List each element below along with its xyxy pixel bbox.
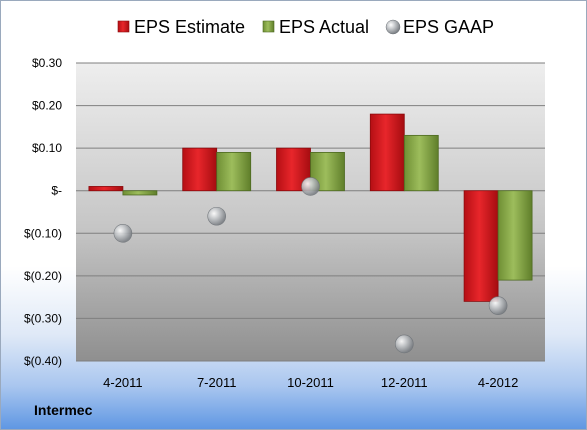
x-tick-label: 12-2011: [381, 375, 428, 390]
legend-label: EPS Estimate: [134, 17, 245, 37]
eps-estimate-bar: [88, 186, 124, 192]
eps-estimate-bar: [369, 113, 405, 192]
x-tick-label: 4-2011: [103, 375, 143, 390]
legend-actual-swatch: [262, 20, 275, 33]
y-tick-label: $(0.10): [24, 226, 62, 240]
eps-estimate-bar: [463, 190, 499, 302]
y-tick-label: $0.10: [32, 141, 62, 155]
y-tick-label: $(0.20): [24, 269, 62, 283]
y-tick-label: $(0.30): [24, 311, 62, 325]
legend-label: EPS Actual: [279, 17, 369, 37]
x-tick-label: 7-2011: [197, 375, 237, 390]
y-tick-label: $0.20: [32, 99, 62, 113]
eps-estimate-bar: [182, 147, 218, 192]
company-name: Intermec: [34, 402, 93, 418]
x-tick-label: 10-2011: [287, 375, 334, 390]
eps-gaap-point: [207, 206, 226, 226]
eps-gaap-point: [488, 296, 508, 315]
eps-gaap-point: [394, 334, 414, 354]
eps-actual-bar: [216, 151, 252, 192]
y-tick-label: $-: [51, 184, 62, 198]
eps-actual-bar: [122, 190, 158, 196]
legend-estimate-swatch: [117, 20, 130, 33]
eps-gaap-point: [113, 223, 133, 243]
legend-label: EPS GAAP: [403, 17, 494, 37]
eps-actual-bar: [497, 190, 533, 281]
legend-gaap-swatch: [385, 19, 401, 35]
x-tick-label: 4-2012: [478, 375, 518, 390]
y-tick-label: $0.30: [32, 56, 62, 70]
y-tick-label: $(0.40): [24, 354, 62, 368]
eps-gaap-point: [301, 177, 320, 196]
eps-actual-bar: [403, 134, 439, 192]
